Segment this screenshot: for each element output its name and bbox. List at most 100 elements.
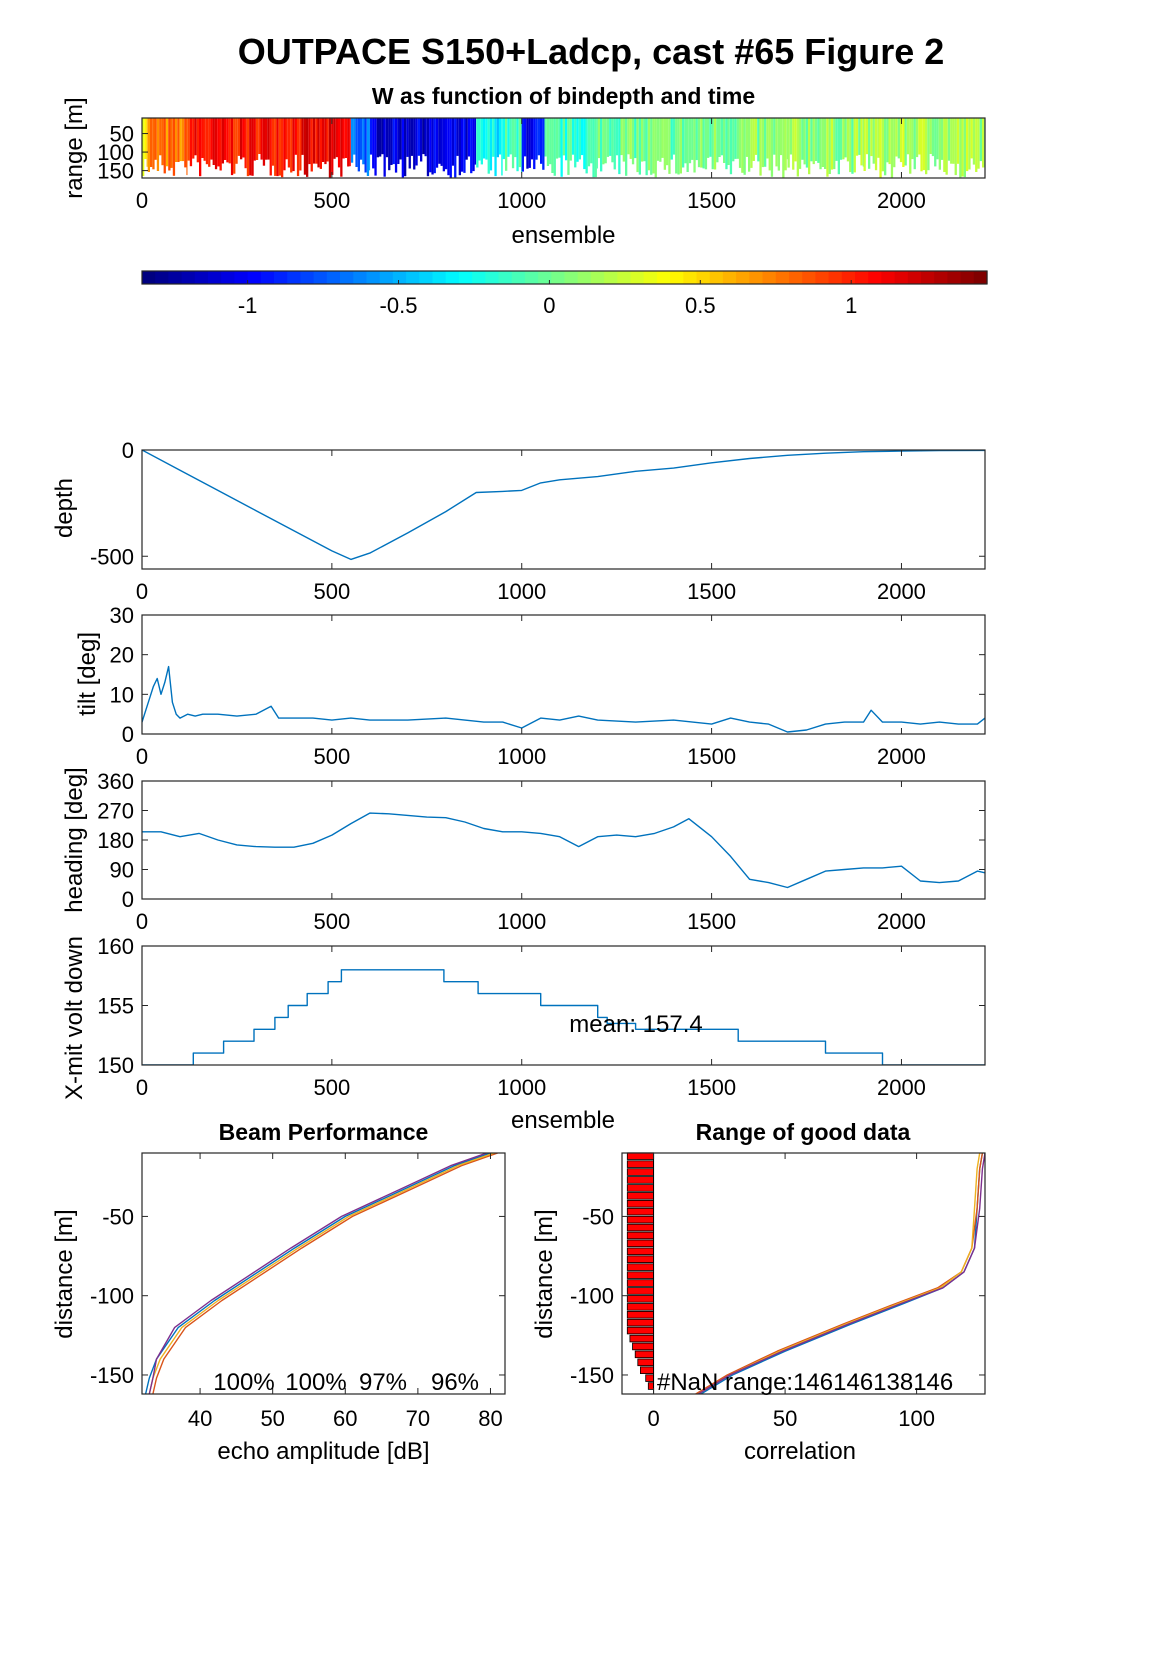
heatmap-cell xyxy=(592,118,595,178)
beam-performance-title: Beam Performance xyxy=(219,1119,429,1145)
colorbar-swatch xyxy=(868,271,882,284)
colorbar-swatch xyxy=(392,271,407,284)
heatmap-cell xyxy=(333,118,336,159)
heatmap-cell xyxy=(596,118,598,169)
heatmap-cell xyxy=(844,118,847,158)
heatmap-cell xyxy=(734,118,737,159)
heatmap-cell xyxy=(467,118,471,157)
axes-frame xyxy=(141,1152,506,1395)
heatmap-cell xyxy=(278,118,281,176)
heatmap-cell xyxy=(420,118,423,162)
heatmap-cell xyxy=(258,118,261,154)
heatmap-cell xyxy=(306,118,309,177)
heatmap-cell xyxy=(326,118,329,162)
y-tick-label: -100 xyxy=(570,1284,614,1309)
heatmap-cell xyxy=(498,118,502,155)
heatmap-cell xyxy=(381,118,384,155)
heatmap-cell xyxy=(331,118,334,175)
heatmap-cell xyxy=(748,118,751,172)
heatmap-cell xyxy=(810,118,813,162)
heatmap-cell xyxy=(528,118,531,168)
x-tick-label: 1500 xyxy=(687,744,736,769)
colorbar-swatch xyxy=(247,271,262,284)
heatmap-cell xyxy=(886,118,889,163)
x-tick-label: 500 xyxy=(314,188,351,213)
heatmap-cell xyxy=(172,118,176,176)
heatmap-cell xyxy=(634,118,637,159)
nan-bar xyxy=(640,1366,655,1375)
colorbar-swatch xyxy=(643,271,658,284)
heatmap-cell xyxy=(618,118,621,175)
nan-bar xyxy=(626,1326,654,1335)
heatmap-cell xyxy=(521,118,524,172)
heatmap-cell xyxy=(271,118,275,166)
y-axis-label: heading [deg] xyxy=(61,767,88,912)
heatmap-cell xyxy=(636,118,639,173)
heatmap-cell xyxy=(230,118,234,176)
colorbar-swatch xyxy=(353,271,368,284)
x-tick-label: 2000 xyxy=(877,1075,926,1100)
heatmap-cell xyxy=(524,118,527,157)
heatmap-cell xyxy=(812,118,815,165)
heatmap-cell xyxy=(796,118,799,177)
heatmap-cell xyxy=(688,118,692,164)
x-tick-label: 50 xyxy=(773,1406,797,1431)
heatmap-cell xyxy=(516,118,519,172)
heatmap-cell xyxy=(242,118,245,158)
heatmap-cell xyxy=(324,118,327,165)
heatmap-cell xyxy=(208,118,211,167)
colorbar-swatch xyxy=(208,271,222,284)
heatmap-cell xyxy=(224,118,227,160)
heatmap-cell xyxy=(487,118,490,174)
heatmap-cell xyxy=(472,118,475,172)
heatmap-cell xyxy=(267,118,270,160)
heatmap-cell xyxy=(518,118,521,168)
heatmap-cell xyxy=(732,118,735,162)
heatmap-cell xyxy=(205,118,209,165)
heatmap-cell xyxy=(700,118,703,168)
x-axis-label: ensemble xyxy=(511,1107,615,1134)
x-tick-label: 1500 xyxy=(687,1075,736,1100)
heatmap-cell xyxy=(752,118,755,161)
nan-bar xyxy=(626,1184,654,1192)
heatmap-cell xyxy=(650,118,653,175)
heatmap-cell xyxy=(909,118,912,174)
heatmap-cell xyxy=(461,118,464,172)
heatmap-cell xyxy=(175,118,178,162)
x-tick-label: 1500 xyxy=(687,188,736,213)
heatmap-cell xyxy=(934,118,937,167)
heatmap-cell xyxy=(738,118,742,168)
heatmap-cell xyxy=(376,118,379,158)
heatmap-cell xyxy=(406,118,409,157)
heatmap-cell xyxy=(451,118,455,166)
x-tick-label: 70 xyxy=(406,1406,430,1431)
colorbar-swatch xyxy=(564,271,579,284)
nan-bar xyxy=(626,1311,654,1319)
y-axis-label: range [m] xyxy=(61,97,88,198)
beam-line xyxy=(148,1153,495,1394)
heatmap-cell xyxy=(296,118,300,177)
x-tick-label: 1500 xyxy=(687,579,736,604)
heatmap-cell xyxy=(492,118,495,157)
heatmap-cell xyxy=(846,118,850,162)
nan-bar xyxy=(626,1192,654,1200)
heatmap-cell xyxy=(824,118,827,169)
heatmap-cell xyxy=(938,118,941,170)
heatmap-cell xyxy=(390,118,393,165)
heatmap-cell xyxy=(817,118,820,163)
heatmap-cell xyxy=(826,118,829,177)
heatmap-cell xyxy=(187,118,190,161)
y-tick-label: 270 xyxy=(97,799,134,824)
colorbar-swatch xyxy=(590,271,605,284)
correlation-line xyxy=(700,1153,984,1394)
x-tick-label: 50 xyxy=(260,1406,284,1431)
heatmap-cell xyxy=(786,118,788,160)
y-tick-label: -50 xyxy=(582,1204,614,1229)
colorbar-swatch xyxy=(841,271,856,284)
heatmap-cell xyxy=(290,118,293,173)
colorbar-swatch xyxy=(419,271,434,284)
heatmap-cell xyxy=(274,118,277,176)
nan-bar xyxy=(626,1239,654,1248)
nan-bar xyxy=(626,1255,654,1264)
